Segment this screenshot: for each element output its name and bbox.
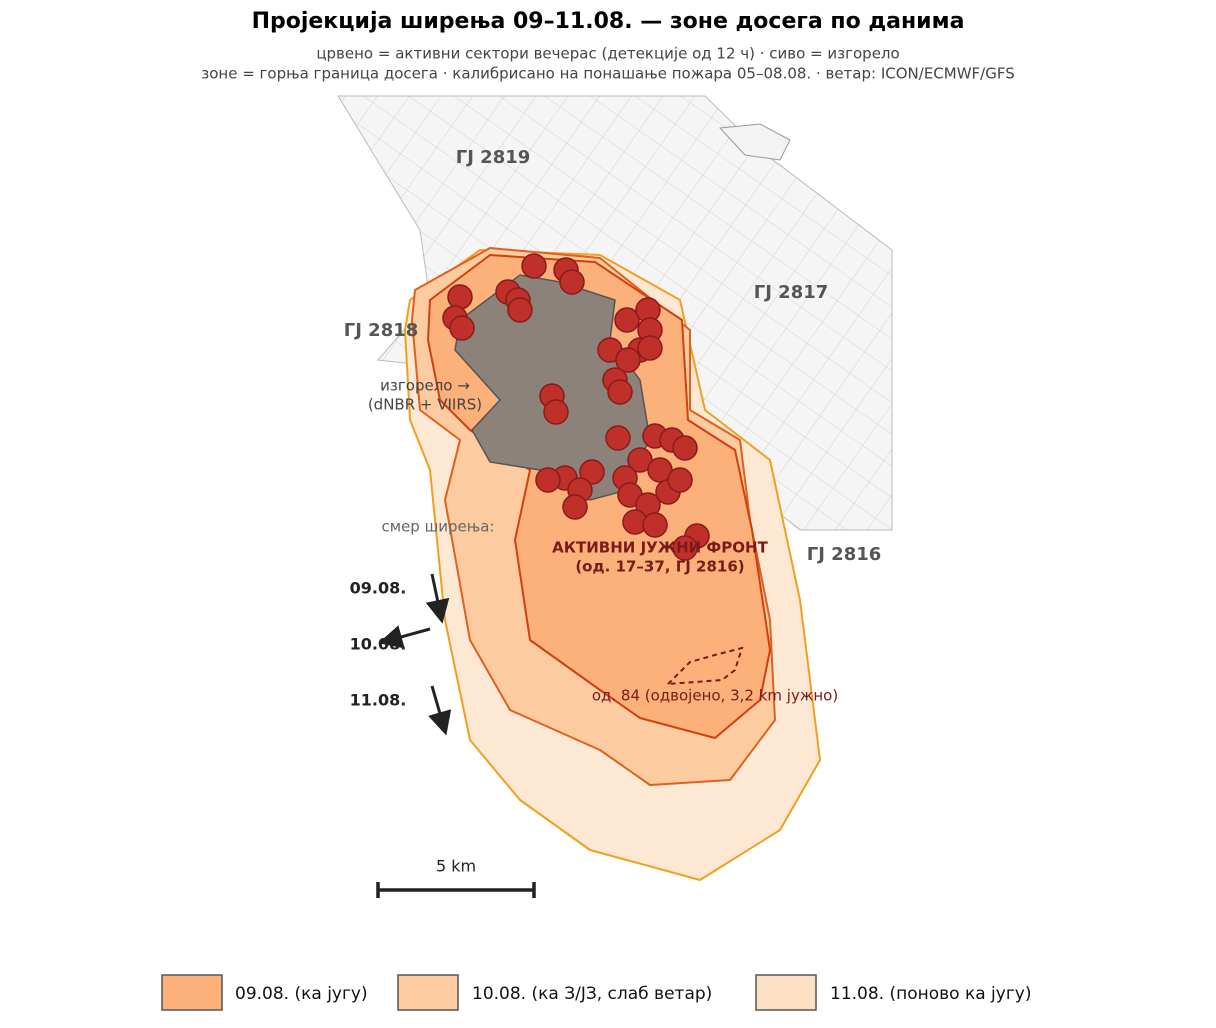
subtitle: зоне = горња граница досега · калибрисан…	[201, 65, 1014, 83]
unit-label: ГЈ 2819	[456, 147, 531, 168]
legend-label: 11.08. (поново ка југу)	[830, 984, 1031, 1004]
detached-section	[665, 646, 744, 686]
legend-swatch	[755, 974, 817, 1011]
active-sector	[607, 379, 633, 405]
detached-label: од. 84 (одвојено, 3,2 km јужно)	[592, 687, 838, 705]
legend-swatch	[397, 974, 459, 1011]
active-sector	[521, 253, 547, 279]
active-sectors	[442, 253, 710, 561]
direction-label: 11.08.	[350, 691, 407, 710]
coast	[718, 123, 791, 161]
active-sector	[627, 447, 653, 473]
direction-arrow	[428, 685, 452, 736]
legend-label: 09.08. (ка југу)	[235, 984, 368, 1004]
direction-arrow	[425, 573, 450, 624]
legend-label: 10.08. (ка З/ЈЗ, слаб ветар)	[472, 984, 712, 1004]
active-sector	[672, 535, 698, 561]
scale-bar	[376, 882, 536, 898]
active-sector	[447, 284, 473, 310]
active-sector	[507, 297, 533, 323]
burned-label: (dNBR + VIIRS)	[368, 396, 482, 414]
direction-label: 09.08.	[350, 579, 407, 598]
active-sector	[605, 425, 631, 451]
active-sector	[642, 512, 668, 538]
direction-title: смер ширења:	[381, 518, 494, 536]
scale-label: 5 km	[436, 857, 476, 876]
active-sector	[637, 335, 663, 361]
unit-label: ГЈ 2818	[344, 320, 419, 341]
front-label: АКТИВНИ ЈУЖНИ ФРОНТ	[552, 539, 768, 557]
active-sector	[559, 269, 585, 295]
legend-swatch	[161, 974, 223, 1011]
active-sector	[579, 459, 605, 485]
active-sector	[614, 307, 640, 333]
burned-label: изгорело →	[380, 377, 470, 395]
unit-label: ГЈ 2817	[754, 282, 829, 303]
subtitle: црвено = активни сектори вечерас (детекц…	[316, 45, 899, 63]
active-sector	[615, 347, 641, 373]
front-label: (од. 17–37, ГЈ 2816)	[575, 558, 744, 576]
active-sector	[667, 467, 693, 493]
direction-arrow	[378, 625, 431, 649]
active-sector	[562, 494, 588, 520]
unit-label: ГЈ 2816	[807, 544, 882, 565]
active-sector	[449, 315, 475, 341]
title: Пројекција ширења 09–11.08. — зоне досег…	[252, 9, 965, 34]
active-sector	[647, 457, 673, 483]
active-sector	[543, 399, 569, 425]
active-sector	[535, 467, 561, 493]
active-sector	[672, 435, 698, 461]
